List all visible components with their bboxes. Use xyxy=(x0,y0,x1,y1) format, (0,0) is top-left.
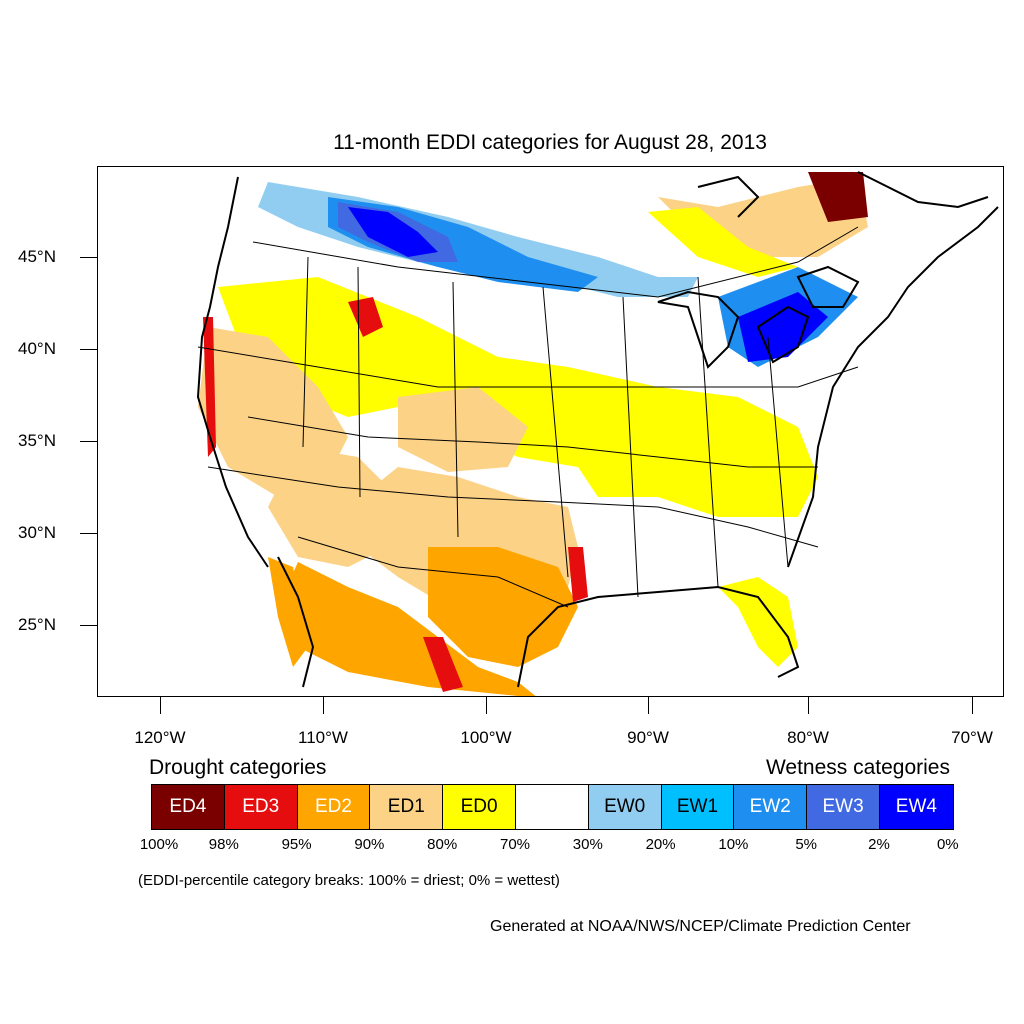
map-title: 11-month EDDI categories for August 28, … xyxy=(333,131,767,154)
percent-break-label: 98% xyxy=(208,836,239,853)
eddi-map xyxy=(97,166,1004,697)
percent-break-label: 5% xyxy=(795,836,818,853)
legend-box-ed3: ED3 xyxy=(224,785,298,829)
drought-categories-heading: Drought categories xyxy=(149,756,327,779)
lat-tick xyxy=(80,349,97,350)
wet-region-north-ew4 xyxy=(348,207,438,257)
lon-tick xyxy=(808,697,809,714)
category-break-note: (EDDI-percentile category breaks: 100% =… xyxy=(138,872,560,889)
drought-region-texas xyxy=(428,547,578,667)
legend-box-ew0: EW0 xyxy=(588,785,662,829)
legend-box-ed4: ED4 xyxy=(152,785,225,829)
lon-tick xyxy=(486,697,487,714)
percent-break-label: 10% xyxy=(718,836,749,853)
lon-label-80w: 80°W xyxy=(787,728,829,747)
drought-region-great-basin xyxy=(198,327,348,497)
credit-line: Generated at NOAA/NWS/NCEP/Climate Predi… xyxy=(490,918,911,935)
lat-label-30n: 30°N xyxy=(18,523,56,542)
percent-break-label: 80% xyxy=(427,836,458,853)
drought-region-southwest xyxy=(278,562,536,696)
lat-tick xyxy=(80,625,97,626)
percent-break-label: 95% xyxy=(281,836,312,853)
lat-label-40n: 40°N xyxy=(18,339,56,358)
wet-region-great-lakes-core xyxy=(738,292,828,362)
percent-break-label: 20% xyxy=(645,836,676,853)
drought-region-florida xyxy=(718,577,798,667)
drought-region-baja xyxy=(268,557,308,667)
drought-region-west-coast-red xyxy=(203,317,216,457)
drought-region-rockies-red xyxy=(348,297,383,337)
drought-region-maine xyxy=(808,172,868,222)
legend-box-neutral xyxy=(515,785,589,829)
drought-region-louisiana-red xyxy=(568,547,588,602)
legend-box-ew1: EW1 xyxy=(661,785,735,829)
map-canvas xyxy=(196,171,999,696)
drought-region-yellow-central xyxy=(218,277,818,517)
lat-tick xyxy=(80,257,97,258)
lon-tick xyxy=(323,697,324,714)
category-legend: ED4 ED3 ED2 ED1 ED0 EW0 EW1 EW2 EW3 EW4 xyxy=(151,784,954,830)
legend-box-ew4: EW4 xyxy=(879,785,953,829)
coastlines xyxy=(196,171,999,688)
lat-label-45n: 45°N xyxy=(18,247,56,266)
drought-region-colorado xyxy=(398,387,528,472)
lon-tick xyxy=(972,697,973,714)
lat-tick xyxy=(80,533,97,534)
legend-box-ed1: ED1 xyxy=(370,785,444,829)
legend-box-ew3: EW3 xyxy=(807,785,880,829)
percent-break-label: 0% xyxy=(936,836,959,853)
percent-break-label: 2% xyxy=(868,836,890,853)
lon-label-100w: 100°W xyxy=(460,728,512,747)
percent-break-label: 90% xyxy=(354,836,385,853)
lon-label-90w: 90°W xyxy=(627,728,669,747)
percent-break-label: 70% xyxy=(499,836,531,853)
lat-tick xyxy=(80,441,97,442)
wetness-categories-heading: Wetness categories xyxy=(765,756,950,779)
legend-box-ew2: EW2 xyxy=(734,785,808,829)
lat-label-35n: 35°N xyxy=(18,431,56,450)
lon-label-120w: 120°W xyxy=(134,728,186,747)
lon-tick xyxy=(648,697,649,714)
drought-region-mexico-red xyxy=(423,637,463,692)
percent-break-label: 30% xyxy=(572,836,603,853)
boundary-lines xyxy=(197,226,859,608)
lon-label-110w: 110°W xyxy=(298,728,348,747)
legend-box-ed0: ED0 xyxy=(443,785,516,829)
legend-box-ed2: ED2 xyxy=(297,785,371,829)
lat-label-25n: 25°N xyxy=(18,615,56,634)
lon-label-70w: 70°W xyxy=(951,728,993,747)
drought-region-northeast-yellow xyxy=(648,207,798,277)
lon-tick xyxy=(160,697,161,714)
percent-break-label: 100% xyxy=(139,836,179,853)
